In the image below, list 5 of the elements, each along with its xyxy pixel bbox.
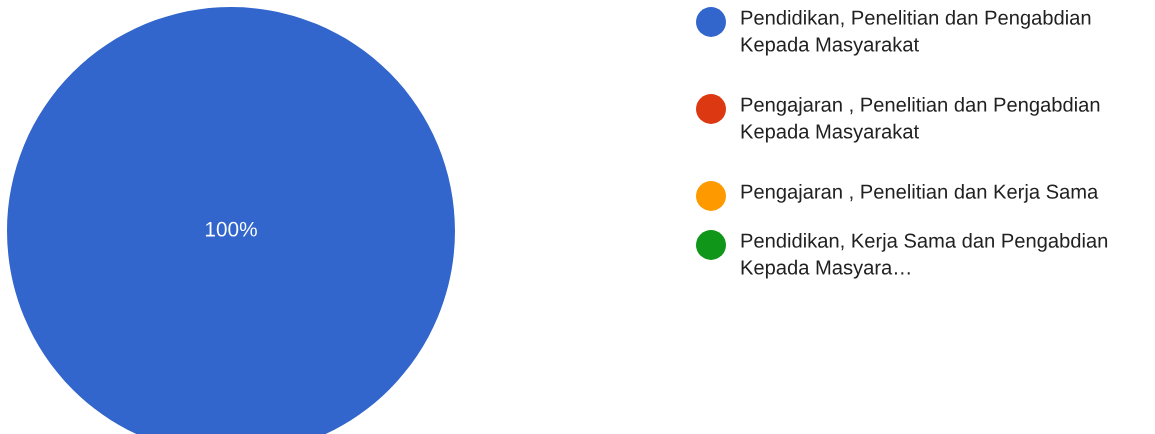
data-label: 100%	[205, 221, 257, 237]
legend-label: Pendidikan, Kerja Sama dan Pengabdian Kepada Masyara…	[741, 233, 1108, 279]
legend-label: Pengajaran , Penelitian dan Pengabdian Kepada Masyarakat	[741, 97, 1100, 143]
legend-label: Pendidikan, Penelitian dan Pengabdian Kepada Masyarakat	[741, 10, 1091, 56]
legend-label: Pengajaran , Penelitian dan Kerja Sama	[741, 184, 1099, 203]
